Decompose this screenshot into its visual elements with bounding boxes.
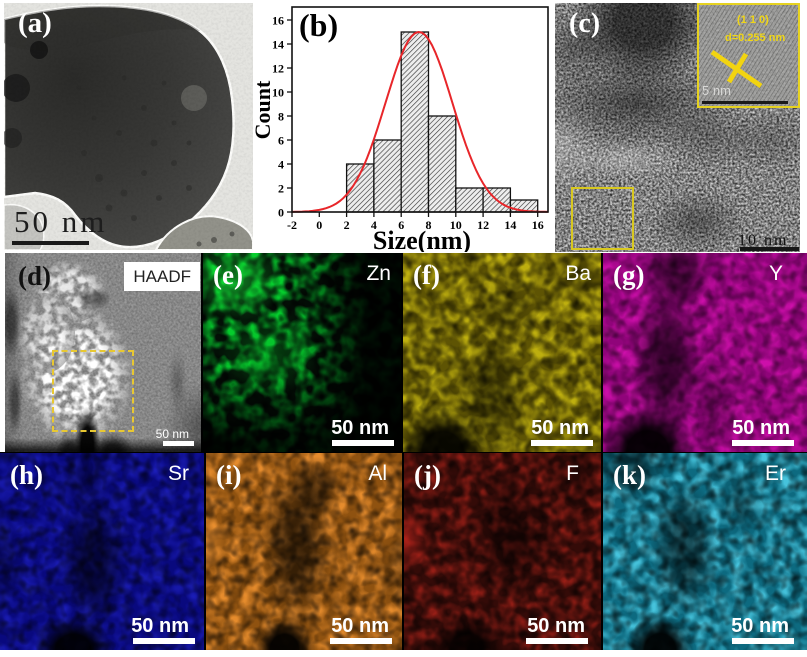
svg-text:14: 14 (272, 38, 284, 52)
svg-text:2: 2 (278, 182, 284, 196)
svg-text:Count: Count (253, 80, 275, 139)
svg-text:Size(nm): Size(nm) (373, 226, 471, 252)
svg-text:6: 6 (278, 134, 284, 148)
svg-text:16: 16 (532, 218, 544, 232)
svg-text:16: 16 (272, 14, 284, 28)
svg-text:12: 12 (272, 62, 284, 76)
svg-text:10: 10 (272, 86, 284, 100)
svg-text:8: 8 (426, 218, 432, 232)
svg-text:14: 14 (504, 218, 516, 232)
svg-text:4: 4 (278, 158, 284, 172)
svg-text:6: 6 (398, 218, 404, 232)
svg-text:12: 12 (477, 218, 489, 232)
svg-text:0: 0 (278, 206, 284, 220)
svg-text:8: 8 (278, 110, 284, 124)
svg-text:-2: -2 (287, 218, 297, 232)
svg-text:10: 10 (450, 218, 462, 232)
svg-text:4: 4 (371, 218, 377, 232)
svg-text:(b): (b) (299, 7, 338, 43)
svg-text:2: 2 (344, 218, 350, 232)
svg-text:0: 0 (316, 218, 322, 232)
